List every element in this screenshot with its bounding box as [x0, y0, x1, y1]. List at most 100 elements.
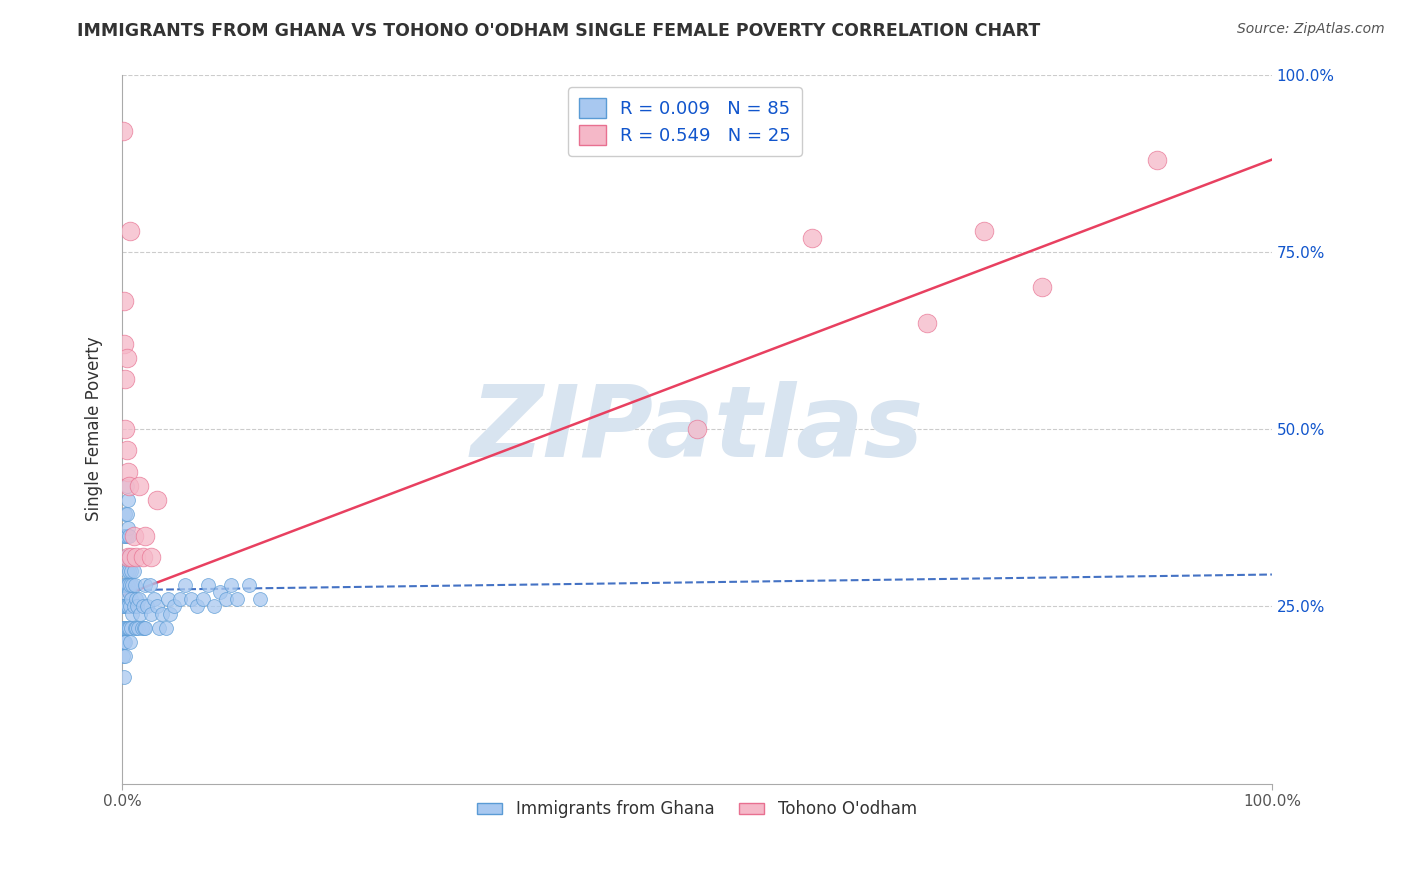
Point: [112, 124, 135, 138]
Point: [114, 635, 136, 649]
Point: [118, 528, 141, 542]
Point: [219, 578, 242, 592]
Point: [118, 564, 141, 578]
Point: [1146, 153, 1168, 167]
Point: [122, 528, 145, 542]
Point: [112, 549, 135, 564]
Point: [973, 223, 995, 237]
Point: [115, 599, 138, 614]
Point: [112, 635, 135, 649]
Point: [120, 578, 142, 592]
Point: [226, 592, 249, 607]
Point: [115, 578, 138, 592]
Point: [124, 621, 146, 635]
Point: [132, 549, 155, 564]
Point: [118, 621, 141, 635]
Point: [112, 599, 135, 614]
Point: [238, 578, 260, 592]
Point: [117, 549, 139, 564]
Point: [214, 592, 236, 607]
Point: [145, 599, 167, 614]
Legend: Immigrants from Ghana, Tohono O'odham: Immigrants from Ghana, Tohono O'odham: [471, 794, 924, 825]
Point: [112, 294, 135, 309]
Point: [114, 528, 136, 542]
Point: [112, 578, 135, 592]
Point: [134, 528, 156, 542]
Point: [131, 621, 153, 635]
Point: [117, 549, 139, 564]
Point: [115, 528, 138, 542]
Point: [120, 635, 142, 649]
Point: [114, 549, 136, 564]
Point: [112, 621, 135, 635]
Point: [118, 479, 141, 493]
Point: [249, 592, 271, 607]
Point: [114, 507, 136, 521]
Point: [191, 592, 214, 607]
Text: IMMIGRANTS FROM GHANA VS TOHONO O'ODHAM SINGLE FEMALE POVERTY CORRELATION CHART: IMMIGRANTS FROM GHANA VS TOHONO O'ODHAM …: [77, 22, 1040, 40]
Point: [117, 465, 139, 479]
Point: [117, 521, 139, 535]
Point: [155, 621, 177, 635]
Point: [121, 607, 143, 621]
Point: [148, 621, 170, 635]
Point: [139, 549, 162, 564]
Text: ZIPatlas: ZIPatlas: [471, 381, 924, 477]
Point: [143, 592, 166, 607]
Point: [145, 493, 167, 508]
Point: [115, 507, 138, 521]
Point: [117, 493, 139, 508]
Point: [202, 599, 225, 614]
Point: [114, 578, 136, 592]
Point: [112, 585, 135, 599]
Point: [132, 621, 155, 635]
Point: [150, 607, 173, 621]
Point: [1031, 280, 1053, 294]
Point: [125, 592, 148, 607]
Point: [125, 621, 148, 635]
Point: [114, 372, 136, 386]
Point: [120, 549, 142, 564]
Point: [132, 599, 155, 614]
Point: [115, 351, 138, 366]
Point: [117, 578, 139, 592]
Y-axis label: Single Female Poverty: Single Female Poverty: [86, 337, 103, 522]
Point: [115, 443, 138, 458]
Point: [127, 621, 149, 635]
Point: [117, 621, 139, 635]
Point: [134, 578, 156, 592]
Point: [134, 621, 156, 635]
Point: [120, 564, 142, 578]
Point: [686, 422, 709, 436]
Point: [136, 599, 159, 614]
Point: [159, 607, 181, 621]
Point: [120, 223, 142, 237]
Text: Source: ZipAtlas.com: Source: ZipAtlas.com: [1237, 22, 1385, 37]
Point: [115, 564, 138, 578]
Point: [208, 585, 231, 599]
Point: [115, 479, 138, 493]
Point: [112, 337, 135, 351]
Point: [115, 621, 138, 635]
Point: [129, 607, 152, 621]
Point: [800, 230, 823, 244]
Point: [118, 585, 141, 599]
Point: [124, 578, 146, 592]
Point: [186, 599, 208, 614]
Point: [112, 670, 135, 684]
Point: [112, 635, 135, 649]
Point: [180, 592, 202, 607]
Point: [915, 316, 938, 330]
Point: [120, 592, 142, 607]
Point: [112, 599, 135, 614]
Point: [114, 649, 136, 664]
Point: [112, 528, 135, 542]
Point: [125, 599, 148, 614]
Point: [128, 592, 150, 607]
Point: [163, 599, 186, 614]
Point: [128, 479, 150, 493]
Point: [112, 649, 135, 664]
Point: [114, 599, 136, 614]
Point: [138, 578, 160, 592]
Point: [120, 549, 142, 564]
